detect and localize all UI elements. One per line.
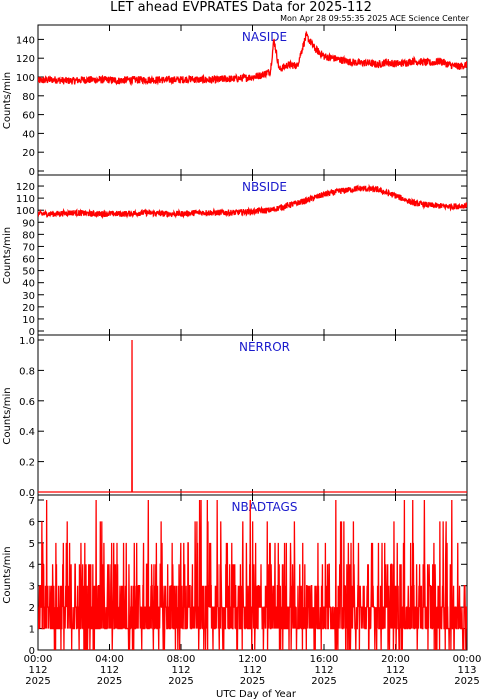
chart-title: LET ahead EVPRATES Data for 2025-112 — [110, 0, 372, 15]
y-tick-label: 110 — [16, 194, 35, 205]
panel-title: NBSIDE — [242, 180, 287, 194]
x-tick-label: 20:00 — [381, 654, 410, 665]
x-tick-label: 2025 — [383, 676, 408, 687]
y-tick-label: 120 — [16, 182, 35, 193]
y-tick-label: 0 — [29, 167, 35, 178]
y-tick-label: 4 — [29, 560, 35, 571]
y-tick-label: 2 — [29, 603, 35, 614]
x-tick-label: 2025 — [454, 676, 479, 687]
y-tick-label: 100 — [16, 206, 35, 217]
panel-frame — [37, 334, 468, 496]
chart-subtitle: Mon Apr 28 09:55:35 2025 ACE Science Cen… — [280, 14, 470, 23]
y-tick-label: 120 — [16, 54, 35, 65]
panel-naside: 0 20 40 60 80 100 120 140 Counts/min NASIDE — [2, 24, 468, 178]
y-axis-label: Counts/min — [2, 227, 13, 284]
panel-title: NERROR — [239, 340, 290, 354]
y-tick-label: 10 — [22, 315, 35, 326]
x-tick-label: 112 — [28, 665, 47, 676]
y-tick-label: 70 — [22, 242, 35, 253]
series-line — [38, 30, 467, 87]
x-tick-label: 2025 — [240, 676, 265, 687]
y-tick-label: 80 — [22, 92, 35, 103]
x-axis-label: UTC Day of Year — [216, 689, 297, 700]
y-tick-label: 100 — [16, 73, 35, 84]
y-axis-label: Counts/min — [2, 72, 13, 129]
x-tick-label: 112 — [243, 665, 262, 676]
y-tick-label: 1.0 — [19, 336, 35, 347]
y-tick-label: 40 — [22, 279, 35, 290]
x-tick-label: 04:00 — [95, 654, 124, 665]
series-line — [38, 339, 467, 493]
y-tick-label: 30 — [22, 291, 35, 302]
y-tick-label: 5 — [29, 539, 35, 550]
y-tick-label: 0.8 — [19, 366, 35, 377]
y-tick-label: 6 — [29, 517, 35, 528]
x-tick-label: 113 — [457, 665, 476, 676]
y-tick-label: 40 — [22, 129, 35, 140]
panel-frame — [37, 24, 468, 176]
y-tick-label: 0.6 — [19, 397, 35, 408]
panel-nerror: 0.0 0.2 0.4 0.6 0.8 1.0 Counts/min NERROR — [2, 334, 468, 499]
panel-title: NASIDE — [242, 30, 287, 44]
panel-title: NBADTAGS — [232, 500, 298, 514]
x-tick-label: 00:00 — [24, 654, 53, 665]
x-tick-label: 2025 — [25, 676, 50, 687]
y-tick-label: 50 — [22, 267, 35, 278]
x-tick-label: 16:00 — [310, 654, 339, 665]
y-tick-label: 60 — [22, 255, 35, 266]
y-tick-label: 0.4 — [19, 427, 35, 438]
y-tick-label: 3 — [29, 582, 35, 593]
x-tick-label: 2025 — [168, 676, 193, 687]
x-axis-tick-labels: 00:00112202504:00112202508:00112202512:0… — [24, 654, 482, 687]
y-tick-label: 60 — [22, 111, 35, 122]
y-tick-label: 0.2 — [19, 458, 35, 469]
series-line — [38, 499, 467, 650]
x-tick-label: 2025 — [311, 676, 336, 687]
x-tick-label: 112 — [386, 665, 405, 676]
y-tick-label: 20 — [22, 148, 35, 159]
y-tick-label: 0 — [29, 327, 35, 338]
y-tick-label: 1 — [29, 625, 35, 636]
y-axis-label: Counts/min — [2, 546, 13, 603]
x-tick-label: 112 — [314, 665, 333, 676]
x-tick-label: 12:00 — [238, 654, 267, 665]
panel-nbadtags: 0 1 2 3 4 5 6 7 Counts/min NBADTAGS — [2, 494, 468, 657]
y-axis-label: Counts/min — [2, 387, 13, 444]
x-tick-label: 112 — [171, 665, 190, 676]
y-tick-label: 90 — [22, 218, 35, 229]
y-tick-label: 140 — [16, 35, 35, 46]
x-tick-label: 00:00 — [453, 654, 482, 665]
y-tick-label: 0 — [29, 646, 35, 657]
y-tick-label: 80 — [22, 230, 35, 241]
x-tick-label: 2025 — [97, 676, 122, 687]
y-tick-label: 7 — [29, 496, 35, 507]
series-line — [38, 183, 467, 220]
y-tick-label: 0.0 — [19, 488, 35, 499]
x-tick-label: 08:00 — [167, 654, 196, 665]
y-tick-label: 20 — [22, 303, 35, 314]
x-tick-label: 112 — [100, 665, 119, 676]
